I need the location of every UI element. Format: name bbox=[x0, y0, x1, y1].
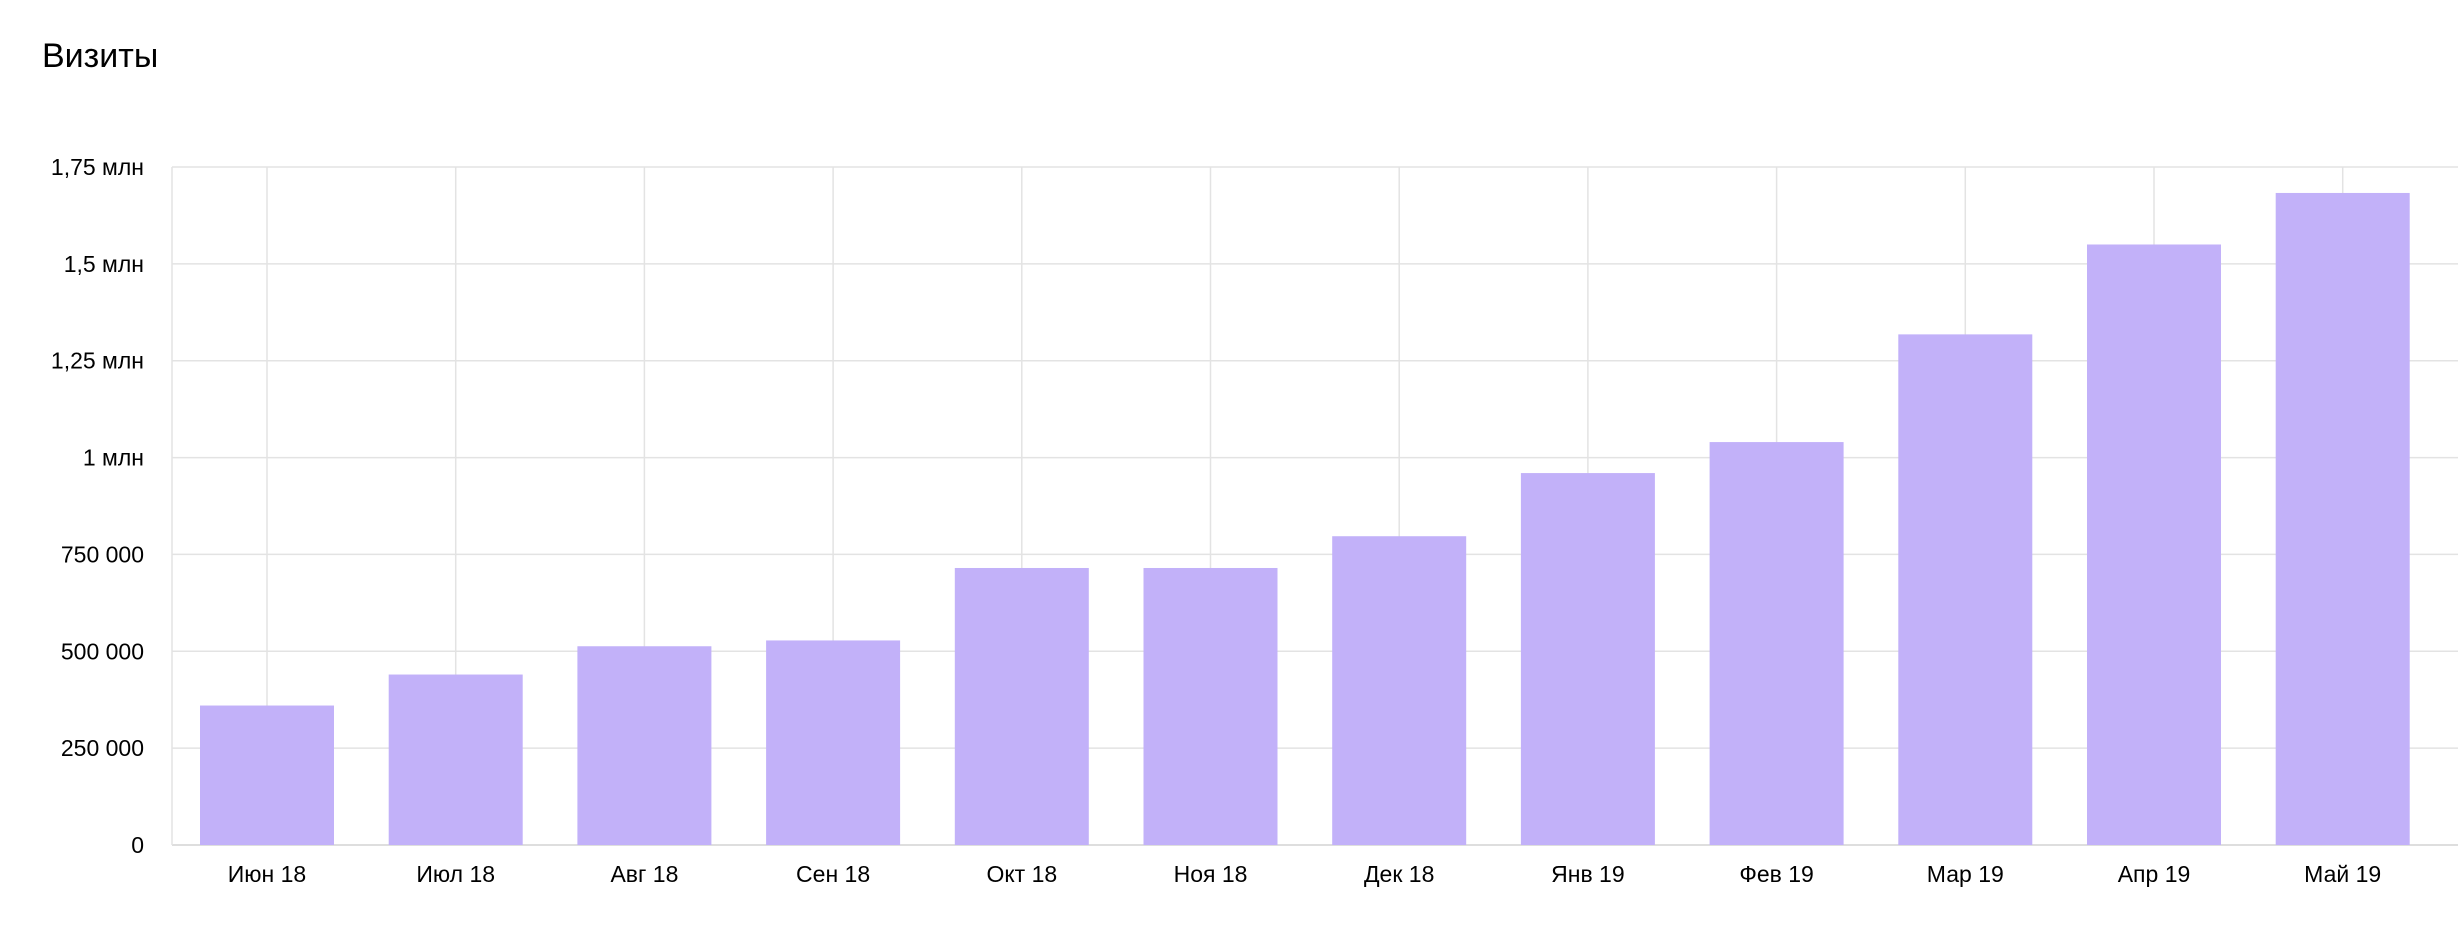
y-tick-label: 500 000 bbox=[61, 638, 144, 664]
bar bbox=[766, 640, 901, 845]
x-tick-label: Фев 19 bbox=[1739, 861, 1813, 887]
x-axis-tick-labels: Июн 18 Июл 18 Авг 18 Сен 18 Окт 18 Ноя 18 Дек … bbox=[228, 861, 2381, 887]
x-tick-label: Авг 18 bbox=[610, 861, 678, 887]
x-tick-label: Дек 18 bbox=[1364, 861, 1434, 887]
bar bbox=[1898, 334, 2033, 845]
x-tick-label: Апр 19 bbox=[2118, 861, 2191, 887]
bar bbox=[2087, 244, 2221, 845]
bar bbox=[577, 646, 712, 845]
bar bbox=[1332, 536, 1467, 845]
x-tick-label: Окт 18 bbox=[986, 861, 1057, 887]
bar bbox=[1520, 473, 1655, 845]
x-tick-label: Май 19 bbox=[2304, 861, 2381, 887]
bar bbox=[200, 705, 334, 845]
bars bbox=[200, 192, 2410, 846]
y-tick-label: 750 000 bbox=[61, 541, 144, 567]
y-tick-label: 0 bbox=[131, 832, 144, 858]
x-tick-label: Янв 19 bbox=[1551, 861, 1625, 887]
y-axis-tick-labels: 0 250 000 500 000 750 000 1 млн 1,25 млн 1,5 м… bbox=[51, 154, 144, 858]
bar bbox=[1709, 442, 1844, 845]
y-tick-label: 250 000 bbox=[61, 735, 144, 761]
chart-title: Визиты bbox=[42, 37, 159, 75]
bar bbox=[388, 674, 523, 845]
y-tick-label: 1 млн bbox=[83, 445, 144, 471]
bar bbox=[954, 567, 1089, 845]
bar bbox=[1143, 567, 1278, 845]
x-tick-label: Сен 18 bbox=[796, 861, 870, 887]
bar bbox=[2275, 192, 2410, 846]
x-tick-label: Ноя 18 bbox=[1174, 861, 1248, 887]
y-tick-label: 1,75 млн bbox=[51, 154, 144, 180]
x-tick-label: Июн 18 bbox=[228, 861, 306, 887]
x-tick-label: Мар 19 bbox=[1927, 861, 2004, 887]
x-tick-label: Июл 18 bbox=[416, 861, 495, 887]
y-tick-label: 1,25 млн bbox=[51, 348, 144, 374]
y-tick-label: 1,5 млн bbox=[64, 251, 144, 277]
